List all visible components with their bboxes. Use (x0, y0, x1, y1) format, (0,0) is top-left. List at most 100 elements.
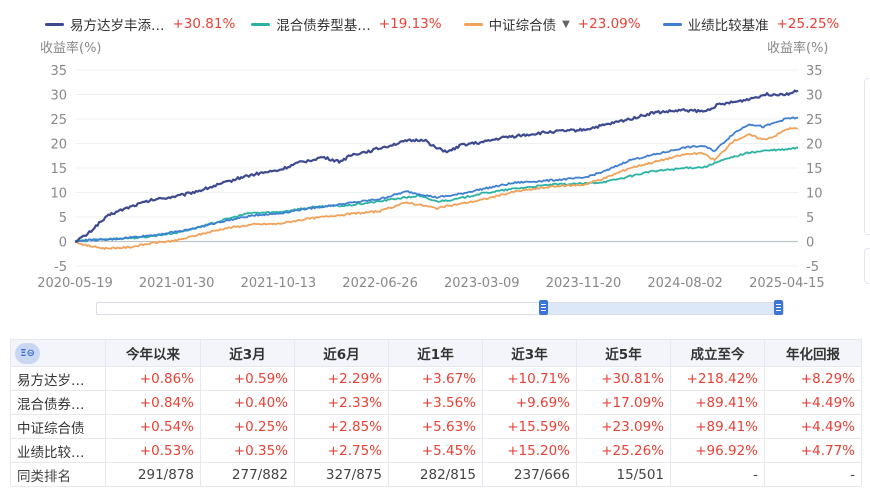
table-cell: +15.20% (482, 438, 577, 463)
table-cell: +9.69% (482, 390, 577, 415)
side-panel-tab[interactable] (864, 78, 870, 235)
table-cell: +30.81% (576, 366, 671, 391)
legend-label-category: 混合债券型基… (276, 18, 371, 34)
table-cell: 237/666 (482, 462, 577, 487)
table-cell: +17.09% (576, 390, 671, 415)
x-tick-label: 2022-06-26 (342, 276, 418, 291)
legend-label-index: 中证综合债 (488, 18, 557, 34)
table-cell: +89.41% (670, 414, 765, 439)
y-tick-label-left: 15 (50, 162, 67, 177)
row-name: 混合债券… (10, 390, 106, 415)
y-tick-label-left: 10 (50, 187, 67, 202)
col-header-ytd: 今年以来 (105, 339, 201, 367)
table-cell: +0.59% (200, 366, 295, 391)
col-header-annualized: 年化回报 (764, 339, 862, 367)
table-row: 混合债券… +0.84% +0.40% +2.33% +3.56% +9.69%… (10, 390, 862, 415)
table-cell: +15.59% (482, 414, 577, 439)
x-tick-label: 2021-10-13 (241, 276, 317, 291)
table-cell: +89.41% (670, 390, 765, 415)
table-cell: +2.33% (294, 390, 389, 415)
y-tick-label-right: 30 (806, 89, 823, 104)
table-cell: +0.53% (105, 438, 201, 463)
y-tick-label-left: 20 (50, 138, 67, 153)
table-cell: +2.85% (294, 414, 389, 439)
table-row: 中证综合债 +0.54% +0.25% +2.85% +5.63% +15.59… (10, 414, 862, 439)
y-tick-label-right: 0 (806, 236, 814, 251)
table-cell: +0.84% (105, 390, 201, 415)
table-row: 易方达岁… +0.86% +0.59% +2.29% +3.67% +10.71… (10, 366, 862, 391)
y-axis-left-label: 收益率(%) (40, 40, 102, 56)
legend-item-index[interactable]: 中证综合债 ▼ +23.09% (463, 14, 641, 34)
x-tick-label: 2023-03-09 (444, 276, 520, 291)
legend-change-index: +23.09% (577, 16, 641, 32)
table-cell: +0.35% (200, 438, 295, 463)
legend-swatch-category (251, 22, 271, 26)
table-cell: - (670, 462, 765, 487)
y-axis-right-label: 收益率(%) (767, 40, 829, 56)
date-range-slider[interactable] (96, 299, 784, 317)
table-cell: +0.25% (200, 414, 295, 439)
performance-table: Ξ⊖ 今年以来 近3月 近6月 近1年 近3年 近5年 成立至今 年化回报 易方… (10, 339, 862, 487)
legend-item-fund[interactable]: 易方达岁丰添… +30.81% (45, 14, 235, 34)
col-header-3m: 近3月 (200, 339, 295, 367)
table-cell: +0.40% (200, 390, 295, 415)
table-cell: +4.49% (764, 414, 862, 439)
series-line (74, 89, 799, 243)
legend-item-benchmark[interactable]: 业绩比较基准 +25.25% (662, 14, 840, 34)
legend-swatch-benchmark (662, 22, 682, 26)
y-tick-label-right: 15 (806, 162, 823, 177)
legend-change-benchmark: +25.25% (776, 16, 840, 32)
row-name: 同类排名 (10, 462, 106, 487)
table-cell: +23.09% (576, 414, 671, 439)
y-tick-label-right: 25 (806, 113, 823, 128)
y-tick-label-left: 25 (50, 113, 67, 128)
table-search-icon[interactable]: Ξ⊖ (15, 342, 40, 364)
table-cell: +0.86% (105, 366, 201, 391)
x-tick-label: 2020-05-19 (37, 276, 113, 291)
slider-right-handle[interactable] (774, 300, 783, 315)
legend-item-category[interactable]: 混合债券型基… +19.13% (251, 14, 442, 34)
y-tick-label-right: 20 (806, 138, 823, 153)
table-row: 业绩比较… +0.53% +0.35% +2.75% +5.45% +15.20… (10, 438, 862, 463)
table-cell: +4.49% (764, 390, 862, 415)
col-header-1y: 近1年 (388, 339, 483, 367)
table-cell: +25.26% (576, 438, 671, 463)
table-cell: 282/815 (388, 462, 483, 487)
table-cell: 327/875 (294, 462, 389, 487)
index-dropdown-icon[interactable]: ▼ (562, 18, 570, 30)
slider-selected-range[interactable] (544, 303, 779, 314)
table-cell: +3.67% (388, 366, 483, 391)
col-header-inception: 成立至今 (670, 339, 765, 367)
legend-label-benchmark: 业绩比较基准 (687, 18, 769, 34)
legend-swatch-index (463, 22, 483, 26)
table-cell: +4.77% (764, 438, 862, 463)
table-cell: +218.42% (670, 366, 765, 391)
table-corner-cell[interactable]: Ξ⊖ (10, 339, 106, 367)
slider-left-handle[interactable] (539, 300, 548, 315)
rank-row: 同类排名 291/878 277/882 327/875 282/815 237… (10, 462, 862, 487)
table-cell: - (764, 462, 862, 487)
y-axis-left: 35 30 25 20 15 10 5 0 -5 (50, 64, 67, 275)
side-panel-tab-small[interactable] (864, 248, 870, 284)
table-cell: 291/878 (105, 462, 201, 487)
table-cell: +8.29% (764, 366, 862, 391)
table-cell: +2.75% (294, 438, 389, 463)
y-tick-label-left: 5 (59, 211, 67, 226)
y-tick-label-left: 30 (50, 89, 67, 104)
table-cell: +5.45% (388, 438, 483, 463)
y-tick-label-right: -5 (806, 260, 819, 275)
y-tick-label-left: 0 (59, 236, 67, 251)
legend-swatch-fund (45, 22, 64, 26)
table-cell: +2.29% (294, 366, 389, 391)
y-tick-label-right: 10 (806, 187, 823, 202)
table-cell: +0.54% (105, 414, 201, 439)
y-tick-label-left: -5 (54, 260, 67, 275)
chart-legend: 易方达岁丰添… +30.81% 混合债券型基… +19.13% 中证综合债 ▼ … (0, 12, 870, 36)
x-tick-label: 2025-04-15 (749, 276, 825, 291)
col-header-5y: 近5年 (576, 339, 671, 367)
row-name: 中证综合债 (10, 414, 106, 439)
table-cell: +96.92% (670, 438, 765, 463)
table-cell: +3.56% (388, 390, 483, 415)
table-cell: +5.63% (388, 414, 483, 439)
return-chart: 35 30 25 20 15 10 5 0 -5 35 30 25 20 15 10 5 0 -5 2020-0… (37, 40, 829, 291)
